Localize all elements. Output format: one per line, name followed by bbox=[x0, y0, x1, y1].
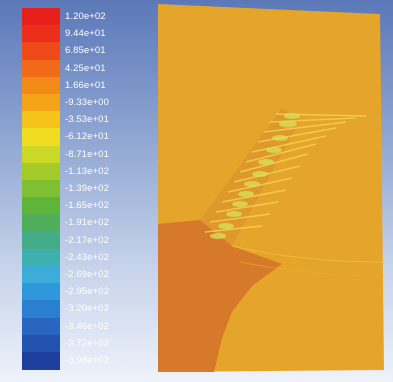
legend-row: -3.72e+02 bbox=[18, 334, 148, 353]
legend-swatch bbox=[22, 300, 60, 319]
legend-swatch bbox=[22, 197, 60, 215]
legend-row: -2.69e+02 bbox=[18, 266, 148, 284]
legend-label: 9.44e+01 bbox=[65, 28, 106, 40]
legend-swatch bbox=[22, 94, 60, 112]
legend-row: -1.91e+02 bbox=[18, 214, 148, 233]
legend-label: -3.46e+02 bbox=[65, 320, 109, 332]
legend-row: 1.20e+02 bbox=[18, 8, 148, 26]
legend-row: -1.13e+02 bbox=[18, 162, 148, 181]
legend-label: -1.39e+02 bbox=[65, 183, 109, 194]
legend-swatch bbox=[22, 76, 60, 95]
legend-swatch bbox=[22, 214, 60, 233]
wake-curve-lower bbox=[239, 261, 385, 277]
legend-swatch bbox=[22, 128, 60, 147]
lower-region bbox=[158, 220, 282, 372]
legend-swatch bbox=[22, 25, 60, 43]
legend-row: -3.53e+01 bbox=[18, 111, 148, 129]
legend-label: -8.71e+01 bbox=[65, 148, 109, 160]
legend-label: -3.53e+01 bbox=[65, 114, 109, 126]
legend-row: -3.98e+02 bbox=[18, 352, 148, 370]
legend-swatch bbox=[22, 162, 60, 181]
boundary-edge bbox=[200, 108, 300, 246]
legend-swatch bbox=[22, 266, 60, 284]
legend-swatch bbox=[22, 317, 60, 336]
legend-row: -1.65e+02 bbox=[18, 197, 148, 215]
legend-swatch bbox=[22, 8, 60, 26]
legend-swatch bbox=[22, 352, 60, 370]
legend-label: -2.43e+02 bbox=[65, 251, 109, 263]
fin-streaks bbox=[204, 113, 367, 233]
legend-label: -6.12e+01 bbox=[65, 131, 109, 143]
legend-label: -3.98e+02 bbox=[65, 355, 109, 366]
fin-highlights bbox=[210, 113, 300, 239]
legend-label: -9.33e+00 bbox=[65, 97, 109, 108]
legend-row: -8.71e+01 bbox=[18, 145, 148, 164]
legend-label: -2.17e+02 bbox=[65, 234, 109, 246]
legend-row: 1.66e+01 bbox=[18, 76, 148, 95]
legend-swatch bbox=[22, 42, 60, 61]
legend-swatch bbox=[22, 231, 60, 250]
legend-label: -2.95e+02 bbox=[65, 286, 109, 298]
legend-swatch bbox=[22, 111, 60, 129]
legend-swatch bbox=[22, 283, 60, 301]
legend-row: 9.44e+01 bbox=[18, 25, 148, 43]
legend-label: 1.20e+02 bbox=[65, 11, 106, 22]
legend-row: -1.39e+02 bbox=[18, 180, 148, 198]
color-legend: 1.20e+02 9.44e+01 6.85e+01 4.25e+01 1.66e+01… bbox=[18, 8, 148, 372]
legend-swatch bbox=[22, 334, 60, 353]
legend-row: -3.46e+02 bbox=[18, 317, 148, 336]
legend-swatch bbox=[22, 248, 60, 267]
legend-label: -2.69e+02 bbox=[65, 269, 109, 280]
legend-label: 4.25e+01 bbox=[65, 62, 106, 74]
legend-row: 6.85e+01 bbox=[18, 42, 148, 61]
legend-row: -9.33e+00 bbox=[18, 94, 148, 112]
legend-row: 4.25e+01 bbox=[18, 59, 148, 78]
legend-swatch bbox=[22, 180, 60, 198]
legend-label: 6.85e+01 bbox=[65, 45, 106, 57]
legend-label: -3.72e+02 bbox=[65, 337, 109, 349]
legend-row: -2.17e+02 bbox=[18, 231, 148, 250]
legend-row: -3.20e+02 bbox=[18, 300, 148, 319]
legend-label: -3.20e+02 bbox=[65, 303, 109, 315]
wake-curve bbox=[231, 245, 385, 263]
legend-row: -6.12e+01 bbox=[18, 128, 148, 147]
legend-label: 1.66e+01 bbox=[65, 79, 106, 91]
legend-row: -2.95e+02 bbox=[18, 283, 148, 301]
legend-label: -1.13e+02 bbox=[65, 165, 109, 177]
legend-swatch bbox=[22, 145, 60, 164]
legend-row: -2.43e+02 bbox=[18, 248, 148, 267]
legend-label: -1.65e+02 bbox=[65, 200, 109, 212]
legend-label: -1.91e+02 bbox=[65, 217, 109, 229]
legend-swatch bbox=[22, 59, 60, 78]
